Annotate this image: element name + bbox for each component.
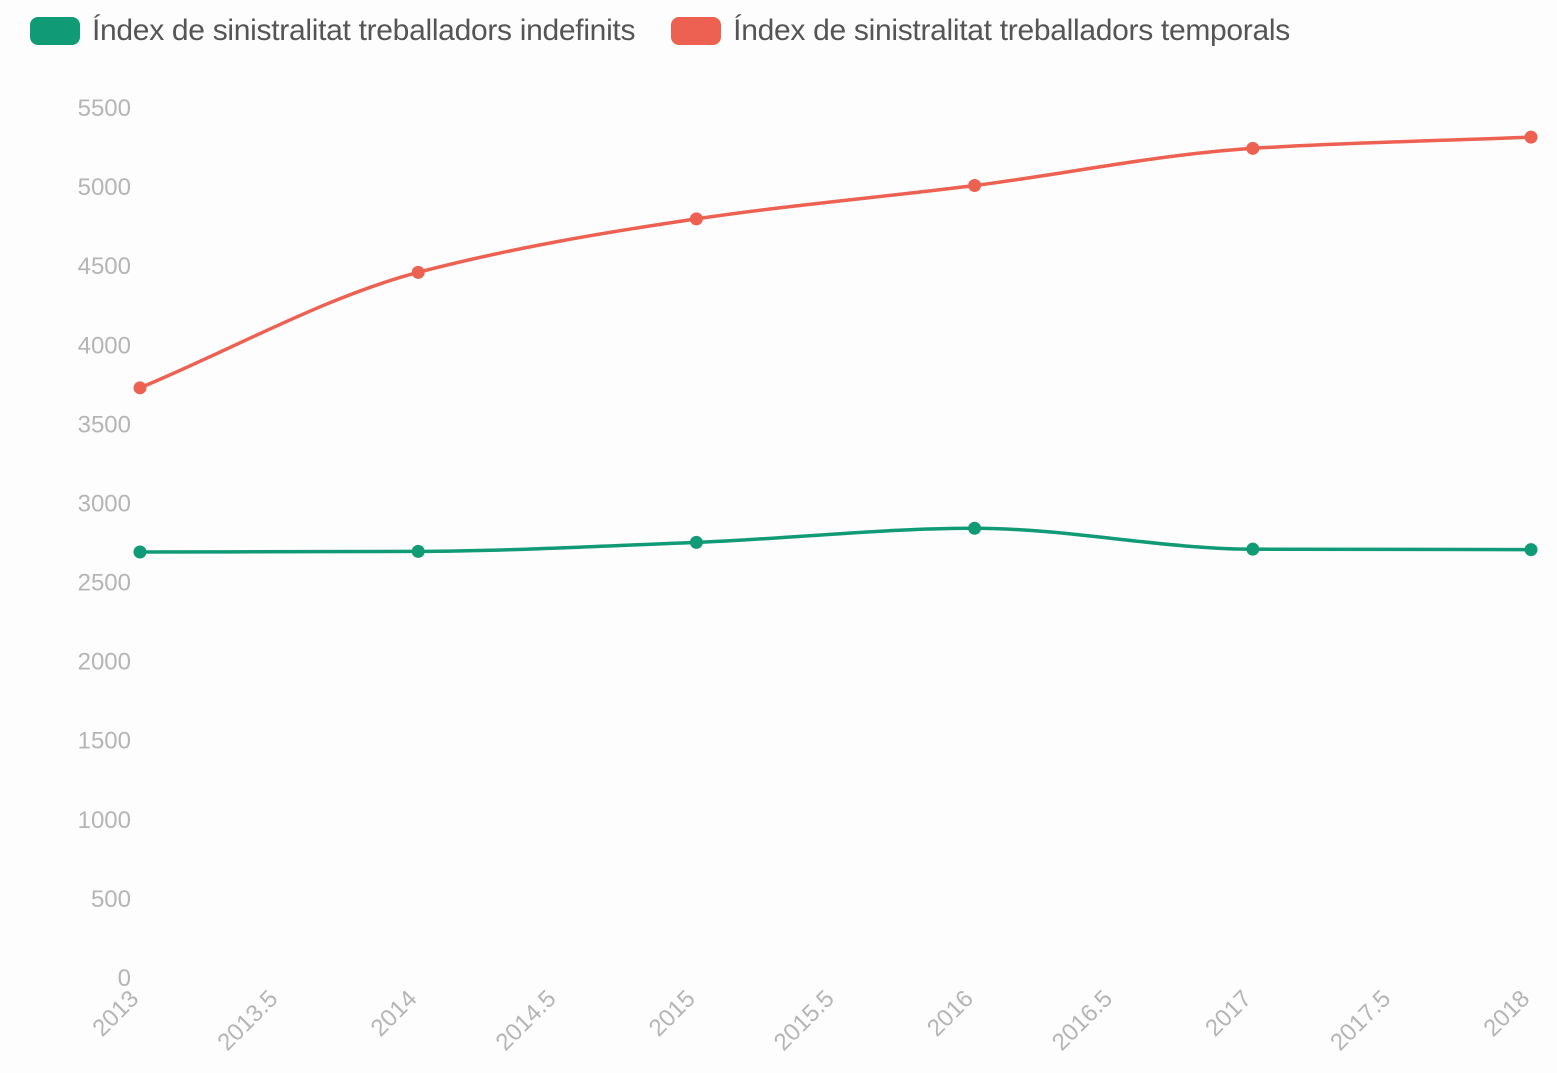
x-tick-label: 2016 <box>922 985 979 1042</box>
data-point[interactable] <box>133 381 147 395</box>
x-tick-label: 2013 <box>87 985 144 1042</box>
data-point[interactable] <box>1524 543 1538 557</box>
series-lines <box>138 135 1533 554</box>
legend-item-indefinits[interactable]: Índex de sinistralitat treballadors inde… <box>30 14 635 48</box>
y-tick-label: 3000 <box>78 490 131 517</box>
y-tick-label: 4500 <box>78 253 131 280</box>
y-tick-label: 5000 <box>78 174 131 201</box>
x-tick-label: 2013.5 <box>212 985 283 1056</box>
legend-label-temporals: Índex de sinistralitat treballadors temp… <box>733 14 1290 47</box>
data-point[interactable] <box>1524 130 1538 144</box>
legend-swatch-indefinits <box>30 17 80 45</box>
y-axis-ticks: 0 500 1000 1500 2000 2500 3000 3500 4000 4500 5000… <box>78 95 131 992</box>
y-tick-label: 0 <box>118 965 131 992</box>
x-tick-label: 2017.5 <box>1325 985 1396 1056</box>
data-point[interactable] <box>968 179 982 193</box>
y-tick-label: 1500 <box>78 728 131 755</box>
y-tick-label: 2000 <box>78 649 131 676</box>
series-points <box>133 130 1538 559</box>
y-tick-label: 3500 <box>78 411 131 438</box>
y-tick-label: 5500 <box>78 95 131 122</box>
x-tick-label: 2018 <box>1478 985 1535 1042</box>
legend-swatch-temporals <box>671 17 722 45</box>
data-point[interactable] <box>968 521 982 535</box>
legend-item-temporals[interactable]: Índex de sinistralitat treballadors temp… <box>671 14 1290 48</box>
x-tick-label: 2014.5 <box>491 985 562 1056</box>
y-tick-label: 1000 <box>78 807 131 834</box>
data-point[interactable] <box>689 535 703 549</box>
x-tick-label: 2015 <box>644 985 701 1042</box>
x-tick-label: 2014 <box>366 985 423 1042</box>
y-tick-label: 500 <box>91 886 131 913</box>
data-point[interactable] <box>411 265 425 279</box>
x-tick-label: 2015.5 <box>769 985 840 1056</box>
y-tick-label: 2500 <box>78 570 131 597</box>
series-line-0 <box>138 526 1533 554</box>
x-axis-ticks: 2013 2013.5 2014 2014.5 2015 2015.5 2016 2016.5… <box>87 985 1535 1056</box>
legend-label-indefinits: Índex de sinistralitat treballadors inde… <box>92 14 636 47</box>
data-point[interactable] <box>1246 542 1260 556</box>
data-point[interactable] <box>133 545 147 559</box>
data-point[interactable] <box>1246 141 1260 155</box>
series-line-1 <box>138 135 1533 390</box>
data-point[interactable] <box>411 544 425 558</box>
x-tick-label: 2017 <box>1200 985 1257 1042</box>
x-tick-label: 2016.5 <box>1047 985 1118 1056</box>
y-tick-label: 4000 <box>78 332 131 359</box>
data-point[interactable] <box>689 212 703 226</box>
legend: Índex de sinistralitat treballadors inde… <box>30 14 1326 48</box>
